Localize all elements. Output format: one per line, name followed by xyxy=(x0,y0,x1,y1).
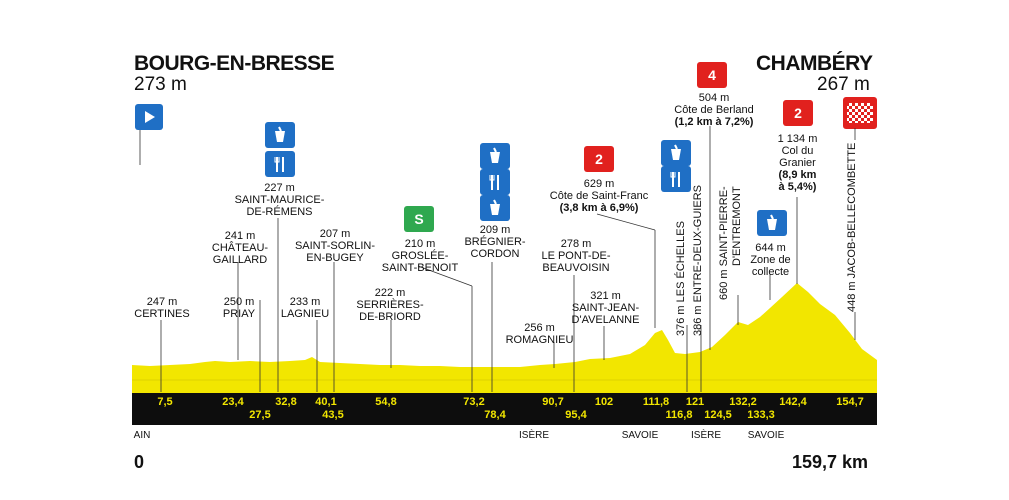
km-marker: 124,5 xyxy=(704,409,732,421)
label-entremont: D'ENTREMONT xyxy=(731,186,743,266)
km-marker: 23,4 xyxy=(222,396,244,408)
label-les-echelles: 376 m LES ÉCHELLES xyxy=(675,221,687,336)
km-marker: 102 xyxy=(594,396,614,408)
km-marker: 95,4 xyxy=(565,409,587,421)
label-romagnieu: 256 m ROMAGNIEU xyxy=(505,322,574,346)
start-km: 0 xyxy=(134,452,145,472)
refreshment-icon xyxy=(661,166,691,192)
label-saint-sorlin: 207 m SAINT-SORLIN- EN-BUGEY xyxy=(294,228,376,264)
km-marker: 111,8 xyxy=(642,396,670,408)
label-entre-deux-guiers: 386 m ENTRE-DEUX-GUIERS xyxy=(692,185,704,336)
label-berland: 504 m Côte de Berland (1,2 km à 7,2%) xyxy=(674,92,754,128)
km-marker: 133,3 xyxy=(747,409,775,421)
km-bar xyxy=(132,393,877,425)
km-marker: 116,8 xyxy=(665,409,693,421)
refreshment-icon xyxy=(265,151,295,177)
sprint-badge: S xyxy=(404,206,434,232)
start-altitude: 273 m xyxy=(134,74,187,95)
start-flag-icon xyxy=(135,104,163,130)
km-marker: 73,2 xyxy=(463,396,485,408)
label-saint-maurice: 227 m SAINT-MAURICE- DE-RÉMENS xyxy=(234,182,325,218)
label-lagnieu: 233 m LAGNIEU xyxy=(280,296,330,320)
km-marker: 40,1 xyxy=(315,396,337,408)
km-marker: 7,5 xyxy=(157,396,173,408)
feed-zone-icon xyxy=(757,210,787,236)
region-label: ISÈRE xyxy=(690,430,722,441)
refreshment-icon xyxy=(480,169,510,195)
feed-zone-icon xyxy=(265,122,295,148)
finish-checkered-icon xyxy=(843,97,877,129)
label-bregnier: 209 m BRÉGNIER- CORDON xyxy=(464,224,526,260)
label-saint-pierre: 660 m SAINT-PIERRE- xyxy=(718,186,730,300)
region-label: ISÈRE xyxy=(518,430,550,441)
km-marker: 154,7 xyxy=(836,396,864,408)
label-pont-de-beauvoisin: 278 m LE PONT-DE- BEAUVOISIN xyxy=(541,238,611,274)
label-saint-jean: 321 m SAINT-JEAN- D'AVELANNE xyxy=(571,290,640,326)
finish-city: CHAMBÉRY xyxy=(756,52,873,75)
feed-zone-icon xyxy=(480,195,510,221)
label-priay: 250 m PRIAY xyxy=(222,296,256,320)
km-marker: 90,7 xyxy=(542,396,564,408)
climb-cat2-badge: 2 xyxy=(584,146,614,172)
label-certines: 247 m CERTINES xyxy=(134,296,190,320)
km-marker: 27,5 xyxy=(249,409,271,421)
finish-altitude: 267 m xyxy=(817,74,870,95)
km-marker: 78,4 xyxy=(484,409,506,421)
climb-cat2-badge: 2 xyxy=(783,100,813,126)
profile-area xyxy=(132,283,877,393)
region-label: SAVOIE xyxy=(621,430,659,441)
label-saint-franc: 629 m Côte de Saint-Franc (3,8 km à 6,9%) xyxy=(549,178,649,214)
km-marker: 54,8 xyxy=(375,396,397,408)
km-marker: 32,8 xyxy=(275,396,297,408)
km-marker: 132,2 xyxy=(729,396,757,408)
label-jacob-bellecombette: 448 m JACOB-BELLECOMBETTE xyxy=(846,142,858,312)
feed-zone-icon xyxy=(480,143,510,169)
climb-cat4-badge: 4 xyxy=(697,62,727,88)
label-serrieres: 222 m SERRIÈRES- DE-BRIORD xyxy=(356,287,424,323)
region-label: SAVOIE xyxy=(747,430,785,441)
km-marker: 43,5 xyxy=(322,409,344,421)
label-chateau-gaillard: 241 m CHÂTEAU- GAILLARD xyxy=(211,230,269,266)
feed-zone-icon xyxy=(661,140,691,166)
region-label: AIN xyxy=(133,430,151,441)
label-collecte: 644 m Zone de collecte xyxy=(750,242,791,278)
start-city: BOURG-EN-BRESSE xyxy=(134,52,335,75)
label-groslee: 210 m GROSLÉE- SAINT-BENOIT xyxy=(381,238,459,274)
km-marker: 142,4 xyxy=(779,396,807,408)
label-granier: 1 134 m Col du Granier (8,9 km à 5,4%) xyxy=(777,133,818,193)
total-distance: 159,7 km xyxy=(792,452,869,472)
km-marker: 121 xyxy=(685,396,705,408)
